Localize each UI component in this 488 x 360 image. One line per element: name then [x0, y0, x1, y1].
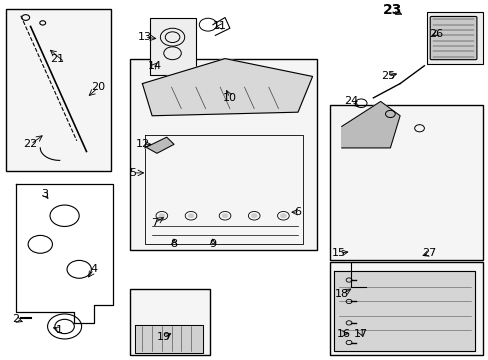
Text: 4: 4: [90, 264, 97, 274]
Polygon shape: [144, 137, 174, 153]
Polygon shape: [334, 271, 474, 351]
Text: 12: 12: [135, 139, 149, 149]
FancyBboxPatch shape: [6, 9, 111, 171]
Text: 9: 9: [209, 239, 216, 249]
Polygon shape: [135, 325, 203, 353]
Circle shape: [222, 213, 227, 218]
FancyBboxPatch shape: [426, 12, 482, 64]
Text: 15: 15: [332, 248, 346, 258]
Text: 8: 8: [170, 239, 177, 249]
Polygon shape: [341, 102, 399, 148]
Circle shape: [280, 213, 286, 218]
FancyBboxPatch shape: [130, 59, 317, 250]
Circle shape: [188, 213, 194, 218]
Text: 18: 18: [334, 289, 348, 299]
Text: 22: 22: [23, 139, 38, 149]
Circle shape: [159, 213, 164, 218]
Text: 5: 5: [129, 168, 136, 178]
FancyBboxPatch shape: [329, 262, 482, 355]
Text: 11: 11: [213, 22, 227, 31]
Text: 17: 17: [353, 329, 367, 339]
Text: 25: 25: [380, 72, 394, 81]
Text: 10: 10: [223, 93, 236, 103]
Text: 16: 16: [337, 329, 350, 339]
Text: 2: 2: [12, 314, 20, 324]
Text: 19: 19: [157, 332, 171, 342]
Text: 7: 7: [151, 218, 158, 228]
Circle shape: [251, 213, 257, 218]
Text: 23: 23: [382, 3, 402, 17]
FancyBboxPatch shape: [149, 18, 196, 75]
Text: 1: 1: [56, 325, 63, 335]
Text: 27: 27: [421, 248, 435, 258]
Text: 13: 13: [138, 32, 151, 42]
Text: 6: 6: [294, 207, 301, 217]
Text: 24: 24: [344, 96, 358, 107]
FancyBboxPatch shape: [130, 289, 210, 355]
Text: 3: 3: [41, 189, 48, 199]
Text: 20: 20: [91, 82, 105, 92]
FancyBboxPatch shape: [429, 17, 476, 60]
FancyBboxPatch shape: [329, 105, 482, 260]
Text: 14: 14: [147, 61, 161, 71]
Text: 21: 21: [50, 54, 64, 64]
Text: 26: 26: [428, 28, 443, 39]
Polygon shape: [142, 59, 312, 116]
